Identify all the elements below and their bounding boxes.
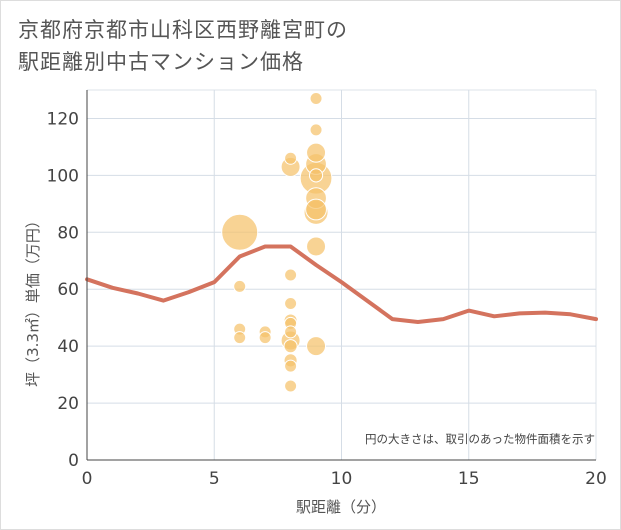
bubble-point: [305, 198, 327, 221]
bubble-point: [309, 92, 323, 106]
y-tick-label: 60: [57, 280, 79, 300]
x-tick-label: 5: [209, 469, 220, 489]
bubble-point: [233, 331, 247, 345]
bubble-point: [306, 336, 327, 357]
bubble-series: [221, 92, 333, 393]
y-tick-label: 20: [57, 394, 79, 414]
x-axis-label: 駅距離（分）: [296, 498, 386, 516]
x-tick-label: 10: [331, 469, 353, 489]
bubble-point: [308, 168, 324, 183]
y-tick-label: 0: [68, 451, 79, 471]
grid-lines: [87, 89, 597, 460]
y-tick-label: 100: [47, 166, 79, 186]
bubble-point: [306, 142, 327, 163]
y-axis-label: 坪（3.3㎡）単価（万円）: [24, 213, 42, 387]
bubble-point: [284, 151, 298, 165]
axes: 0 20 40 60 80 100 120 0 5 10 15 20: [47, 90, 607, 489]
chart-title-line-2: 駅距離別中古マンション価格: [18, 50, 304, 74]
average-line-series: [85, 244, 598, 324]
bubble-point: [284, 359, 298, 373]
bubble-point: [221, 213, 259, 251]
x-tick-label: 20: [585, 469, 607, 489]
bubble-point: [309, 123, 323, 137]
y-tick-label: 40: [57, 337, 79, 357]
bubble-point: [283, 339, 298, 354]
x-tick-label: 15: [458, 469, 480, 489]
x-tick-label: 0: [82, 469, 93, 489]
average-price-line: [85, 244, 598, 324]
chart-title-line-1: 京都府京都市山科区西野離宮町の: [18, 18, 348, 42]
bubble-point: [258, 331, 272, 345]
bubble-point: [233, 279, 247, 293]
bubble-point: [284, 268, 298, 282]
chart-title: 京都府京都市山科区西野離宮町の 駅距離別中古マンション価格: [18, 14, 348, 78]
bubble-point: [284, 296, 298, 310]
bubble-point: [284, 325, 298, 339]
bubble-point: [284, 379, 298, 393]
y-tick-label: 80: [57, 223, 79, 243]
bubble-point: [306, 236, 327, 257]
y-tick-label: 120: [47, 109, 79, 129]
size-legend-note: 円の大きさは、取引のあった物件面積を示す: [365, 432, 595, 446]
